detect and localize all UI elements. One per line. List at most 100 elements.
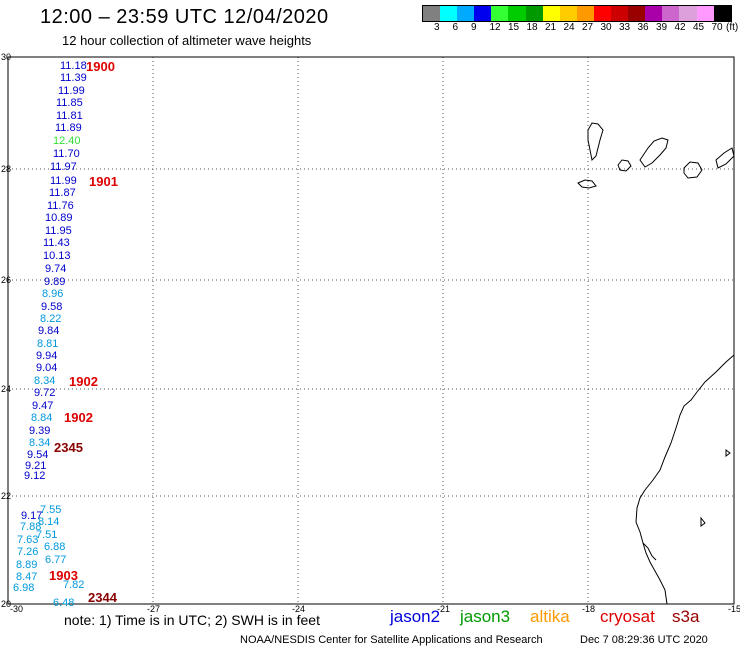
mission-jason2: jason2 (390, 607, 441, 626)
swh-value: 6.77 (45, 554, 67, 566)
swh-value: 8.81 (37, 338, 59, 350)
mission-altika: altika (530, 607, 570, 626)
swh-value: 9.89 (44, 276, 66, 288)
mission-cryosat: cryosat (600, 607, 655, 626)
swh-value: 11.99 (50, 175, 77, 187)
swh-value: 11.89 (55, 122, 82, 134)
coastline (577, 122, 735, 605)
swh-value: 11.18 (60, 60, 87, 72)
scale-swatch-16 (696, 6, 714, 21)
swh-value: 10.89 (45, 212, 73, 224)
swh-value: 6.88 (44, 541, 66, 553)
scale-swatch-8 (559, 6, 577, 21)
scale-swatch-1 (440, 6, 458, 21)
scale-tick-label: 6 (452, 22, 459, 33)
island-la-palma (587, 122, 604, 162)
island-la-gomera (617, 159, 632, 172)
swh-value: 11.95 (45, 225, 72, 237)
lat-lon-grid (8, 57, 734, 604)
chart-title: 12:00 – 23:59 UTC 12/04/2020 (40, 6, 329, 28)
swh-value: 9.58 (41, 301, 63, 313)
scale-swatch-15 (679, 6, 697, 21)
y-tick-label: 28 (1, 164, 11, 174)
swh-value: 7.63 (17, 534, 39, 546)
scale-tick-label: 27 (582, 22, 594, 33)
swh-value: 8.34 (29, 437, 51, 449)
swh-value: 9.21 (25, 460, 47, 472)
swh-value: 12.40 (53, 135, 81, 147)
island-gran-canaria (683, 161, 703, 179)
pass-time-label: 2344 (88, 590, 117, 605)
island-fuerteventura (715, 147, 735, 169)
coast-feature-2 (725, 449, 731, 457)
y-tick-label: 20 (1, 599, 11, 609)
pass-time-label: 1903 (49, 568, 78, 583)
y-tick-label: 22 (1, 491, 11, 501)
swh-value: 7.26 (17, 546, 39, 558)
swh-value: 9.12 (24, 470, 46, 482)
scale-tick-label: 24 (563, 22, 575, 33)
scale-tick-label: 42 (674, 22, 686, 33)
swh-value: 9.17 (21, 510, 43, 522)
swh-value: 9.94 (36, 350, 58, 362)
scale-swatch-17 (713, 6, 731, 21)
swh-value: 6.48 (53, 597, 75, 609)
swh-value: 9.84 (38, 325, 60, 337)
scale-swatch-10 (593, 6, 612, 21)
x-tick-label: -18 (582, 604, 595, 614)
swh-value: 8.96 (42, 288, 64, 300)
map-frame (7, 56, 735, 605)
scale-swatch-7 (542, 6, 560, 21)
coast-inlet (642, 542, 657, 561)
scale-unit-label: (ft) (726, 22, 739, 33)
scale-tick-label: 39 (656, 22, 668, 33)
scale-swatch-6 (525, 6, 543, 21)
island-tenerife (639, 137, 669, 168)
scale-swatch-14 (662, 6, 680, 21)
scale-tick-label: 45 (693, 22, 705, 33)
pass-time-label: 1901 (89, 174, 118, 189)
swh-value: 11.99 (58, 85, 85, 97)
swh-value: 10.13 (43, 250, 71, 262)
pass-time-label: 1902 (69, 374, 98, 389)
swh-value: 8.22 (40, 313, 62, 325)
scale-tick-label: 3 (434, 22, 440, 33)
swh-value: 9.54 (27, 449, 49, 461)
x-tick-label: -30 (10, 604, 23, 614)
x-tick-label: -27 (147, 604, 160, 614)
x-tick-label: -24 (292, 604, 305, 614)
coast-feature (700, 516, 706, 527)
mission-s3a: s3a (672, 607, 700, 626)
swh-value: 11.43 (43, 237, 70, 249)
scale-tick-label: 70 (711, 22, 723, 33)
axis-labels: -30 -27 -24 -21 -18 -15 30 28 26 24 22 20 (1, 52, 740, 614)
generated-timestamp: Dec 7 08:29:36 UTC 2020 (580, 634, 708, 646)
swh-value: 11.70 (53, 148, 80, 160)
scale-tick-label: 21 (545, 22, 557, 33)
swh-value: 11.97 (50, 161, 77, 173)
pass-time-label: 2345 (54, 440, 83, 455)
scale-tick-label: 36 (637, 22, 649, 33)
scale-swatch-2 (457, 6, 475, 21)
swh-value: 11.39 (60, 72, 87, 84)
swh-value: 11.87 (49, 187, 76, 199)
scale-tick-label: 33 (619, 22, 631, 33)
scale-swatch-4 (491, 6, 509, 21)
swh-value: 11.81 (56, 110, 83, 122)
swh-value: 11.85 (56, 97, 83, 109)
y-tick-label: 26 (1, 275, 11, 285)
scale-swatch-9 (576, 6, 594, 21)
swh-value: 8.84 (31, 412, 53, 424)
footer-note: note: 1) Time is in UTC; 2) SWH is in fe… (64, 612, 320, 628)
swh-value: 6.98 (13, 582, 35, 594)
swh-value: 7.55 (40, 504, 62, 516)
pass-time-label: 1902 (64, 410, 93, 425)
mission-jason3: jason3 (460, 607, 511, 626)
scale-tick-label: 9 (471, 22, 477, 33)
swh-value: 7.88 (20, 521, 42, 533)
swh-value: 7.82 (63, 579, 85, 591)
african-coastline (635, 354, 735, 605)
swh-value: 8.89 (16, 559, 38, 571)
swh-value: 7.51 (36, 529, 58, 541)
pass-time-label: 1900 (86, 59, 115, 74)
